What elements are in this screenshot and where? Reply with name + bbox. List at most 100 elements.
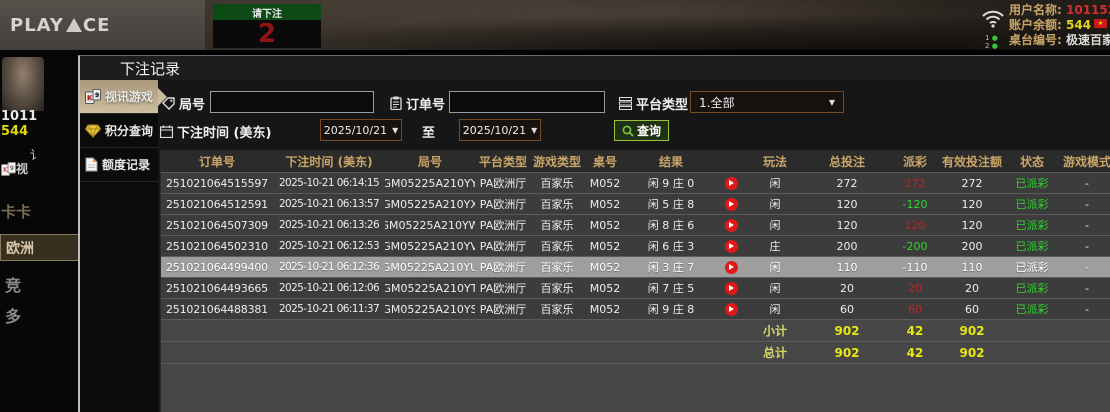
table-row[interactable]: 251021064512591 2025-10-21 06:13:57 GM0522… xyxy=(161,193,1110,214)
order-number-input[interactable] xyxy=(449,91,605,113)
lobby-hall-europe[interactable]: 欧洲 xyxy=(0,234,82,261)
subtotal-row: 小计 902 42 902 xyxy=(161,319,1110,341)
lobby-hall-duo[interactable]: 多 xyxy=(5,307,22,326)
cell-order_id: 251021064499400 xyxy=(166,260,268,274)
table-header-cell: 局号 xyxy=(417,154,442,169)
table-row[interactable]: 251021064488381 2025-10-21 06:11:37 GM0522… xyxy=(161,298,1110,319)
play-video-icon[interactable] xyxy=(724,281,738,295)
cell-summary: 42 xyxy=(906,345,924,360)
cell-valid_bet: 110 xyxy=(961,260,983,274)
play-video-icon[interactable] xyxy=(724,176,738,190)
platform-type-label: 平台类型 xyxy=(619,92,688,114)
table-row[interactable]: 251021064502310 2025-10-21 06:12:53 GM0522… xyxy=(161,235,1110,256)
network-lines: 1 ● 2 ● xyxy=(985,34,998,50)
cell-table: M052 xyxy=(589,176,621,190)
lobby-video-item[interactable]: K 9 视 xyxy=(1,162,29,176)
dialog-sidebar: K 9 视讯游戏 积分查询 xyxy=(80,80,158,412)
dialog-title: 下注记录 xyxy=(80,56,1110,80)
cell-summary xyxy=(273,320,385,341)
table-header-cell: 平台类型 xyxy=(478,154,527,169)
table-row[interactable]: 251021064493665 2025-10-21 06:12:06 GM0522… xyxy=(161,277,1110,298)
top-bar: PLAY CE 请下注 2 1 ● 2 ● 用户名称: 101152 账户余额: … xyxy=(0,0,1110,50)
query-button[interactable]: 查询 xyxy=(614,120,670,141)
cell-status: 已派彩 xyxy=(1015,198,1049,211)
cell-status: 已派彩 xyxy=(1015,177,1049,190)
cell-status: 已派彩 xyxy=(1015,303,1049,316)
cell-time: 2025-10-21 06:13:57 xyxy=(278,198,380,210)
lobby-user-id: 1011 xyxy=(1,109,38,124)
cell-game: 百家乐 xyxy=(540,198,574,211)
sidebar-item-video-games[interactable]: K 9 视讯游戏 xyxy=(80,80,158,114)
cell-payout: -200 xyxy=(902,239,928,253)
lobby-partial-text: 讠 xyxy=(30,148,43,162)
cell-mode: - xyxy=(1085,260,1089,274)
play-video-icon[interactable] xyxy=(724,239,738,253)
avatar xyxy=(2,57,44,111)
cell-play: 闲 xyxy=(769,282,781,295)
table-header-cell: 状态 xyxy=(1019,154,1044,169)
table-row[interactable]: 251021064515597 2025-10-21 06:14:15 GM0522… xyxy=(161,172,1110,193)
cell-game: 百家乐 xyxy=(540,261,574,274)
sidebar-item-points-query[interactable]: 积分查询 xyxy=(80,114,158,148)
cell-round: GM05225A210YW xyxy=(385,218,475,232)
cell-summary xyxy=(273,342,385,363)
cell-table: M052 xyxy=(589,281,621,295)
sidebar-item-credit-records[interactable]: 额度记录 xyxy=(80,148,158,182)
replay-cell xyxy=(715,257,747,277)
play-video-icon[interactable] xyxy=(724,197,738,211)
cell-summary: 902 xyxy=(834,345,860,360)
cell-platform: PA欧洲厅 xyxy=(479,177,527,190)
cell-summary xyxy=(385,342,475,363)
cell-table: M052 xyxy=(589,239,621,253)
cell-status: 已派彩 xyxy=(1015,261,1049,274)
clipboard-icon xyxy=(390,96,402,110)
cell-mode: - xyxy=(1085,281,1089,295)
cell-summary xyxy=(531,320,583,341)
date-to-select[interactable]: 2025/10/21 ▼ xyxy=(459,119,541,141)
cell-time: 2025-10-21 06:14:15 xyxy=(278,177,380,189)
logo-triangle-icon xyxy=(65,18,82,32)
round-number-input[interactable] xyxy=(210,91,374,113)
svg-text:K: K xyxy=(87,94,93,102)
logo-text-left: PLAY xyxy=(10,14,64,36)
cell-valid_bet: 60 xyxy=(965,302,979,316)
cell-play: 闲 xyxy=(769,198,781,211)
cell-total_bet: 110 xyxy=(836,260,858,274)
user-name-value: 101152 xyxy=(1066,3,1110,17)
cell-summary: 42 xyxy=(906,323,924,338)
cell-payout: 120 xyxy=(904,218,926,232)
table-header-cell: 订单号 xyxy=(198,154,235,169)
play-video-icon[interactable] xyxy=(724,218,738,232)
chevron-down-icon: ▼ xyxy=(392,125,399,135)
play-video-icon[interactable] xyxy=(724,302,738,316)
cell-summary xyxy=(1005,342,1059,363)
cell-table: M052 xyxy=(589,260,621,274)
cell-summary xyxy=(583,320,627,341)
table-number-row: 桌台编号: 极速百家 xyxy=(1009,33,1110,48)
replay-cell xyxy=(715,173,747,193)
bet-countdown-box: 请下注 2 xyxy=(213,4,321,48)
chevron-down-icon: ▼ xyxy=(531,125,538,135)
cell-time: 2025-10-21 06:11:37 xyxy=(278,303,380,315)
connection-info: 1 ● 2 ● 用户名称: 101152 账户余额: 544★ 桌台编号: 极速… xyxy=(975,0,1110,50)
table-row[interactable]: 251021064507309 2025-10-21 06:13:26 GM0522… xyxy=(161,214,1110,235)
table-header-cell: 下注时间 (美东) xyxy=(285,154,373,169)
cell-payout: 60 xyxy=(908,302,922,316)
replay-cell xyxy=(715,236,747,256)
cell-result: 闲 3 庄 7 xyxy=(647,261,695,274)
cell-mode: - xyxy=(1085,302,1089,316)
cell-platform: PA欧洲厅 xyxy=(479,282,527,295)
cell-mode: - xyxy=(1085,239,1089,253)
table-row-selected[interactable]: 251021064499400 2025-10-21 06:12:36 GM0522… xyxy=(161,256,1110,277)
cell-summary: 902 xyxy=(834,323,860,338)
play-video-icon[interactable] xyxy=(724,260,738,274)
lobby-hall-jing[interactable]: 竞 xyxy=(5,276,22,295)
lobby-hall-kaka[interactable]: 卡卡 xyxy=(1,203,32,221)
cell-total_bet: 200 xyxy=(836,239,858,253)
chevron-down-icon: ▼ xyxy=(828,97,835,107)
cell-valid_bet: 120 xyxy=(961,197,983,211)
bet-prompt: 请下注 xyxy=(213,4,321,20)
date-from-select[interactable]: 2025/10/21 ▼ xyxy=(320,119,402,141)
cell-play: 闲 xyxy=(769,261,781,274)
platform-type-select[interactable]: 1.全部 ▼ xyxy=(690,91,844,113)
